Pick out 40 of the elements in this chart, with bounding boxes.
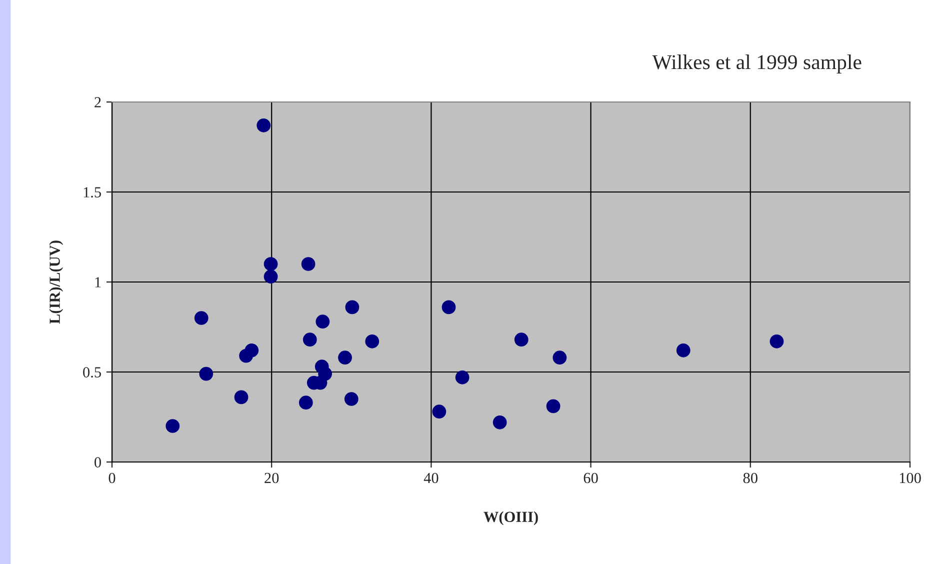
x-tick-label: 100 <box>900 472 921 484</box>
point <box>345 300 360 314</box>
point <box>338 350 352 365</box>
point <box>514 332 528 347</box>
point <box>166 419 180 433</box>
point <box>432 404 446 419</box>
point <box>318 366 332 381</box>
point <box>244 343 259 358</box>
x-tick-label: 40 <box>424 472 438 484</box>
point <box>546 399 560 414</box>
point <box>234 390 248 404</box>
y-tick-label: 2 <box>94 97 101 108</box>
x-tick-label: 80 <box>743 472 758 484</box>
point <box>256 118 271 132</box>
x-axis-title: W(OIII) <box>484 511 538 526</box>
point <box>194 311 208 325</box>
point <box>552 350 567 365</box>
point <box>264 270 278 284</box>
point <box>264 257 278 271</box>
y-tick-label: 1.5 <box>84 187 101 198</box>
point <box>301 257 316 271</box>
point <box>199 366 214 381</box>
point <box>344 392 358 406</box>
point <box>365 334 380 348</box>
x-tick-label: 0 <box>108 472 116 484</box>
point <box>442 300 456 314</box>
point <box>298 396 313 410</box>
y-tick-label: 0 <box>94 457 101 468</box>
x-tick-label: 60 <box>584 472 598 484</box>
y-tick-label: 1 <box>95 277 101 288</box>
y-tick-label: 0.5 <box>83 367 101 378</box>
point <box>492 415 507 430</box>
point <box>676 343 690 358</box>
chart-title: Wilkes et al 1999 sample <box>652 54 862 74</box>
point <box>302 332 317 347</box>
x-tick-label: 20 <box>264 472 279 484</box>
y-axis-title: L(IR)/L(UV) <box>49 240 64 324</box>
point <box>316 314 330 329</box>
point <box>770 334 784 348</box>
point <box>455 370 470 384</box>
